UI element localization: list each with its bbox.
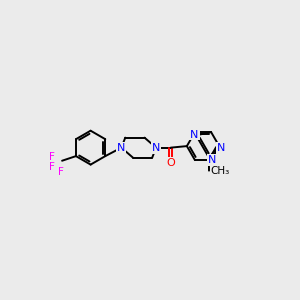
Text: N: N — [190, 130, 199, 140]
Text: F: F — [49, 162, 55, 172]
Text: F: F — [49, 152, 55, 162]
Text: N: N — [117, 143, 126, 153]
Text: O: O — [166, 158, 175, 168]
Text: CH₃: CH₃ — [211, 166, 230, 176]
Text: N: N — [217, 143, 225, 153]
Text: N: N — [208, 155, 216, 165]
Text: F: F — [58, 167, 64, 176]
Text: N: N — [152, 143, 160, 153]
